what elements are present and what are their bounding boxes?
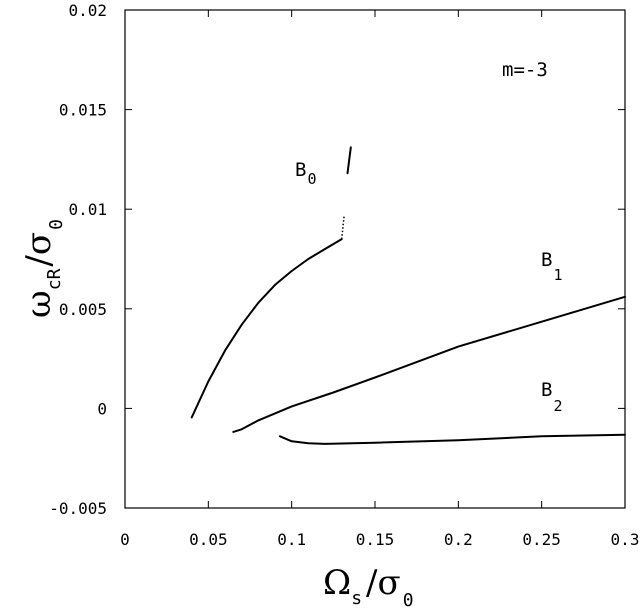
series-layer (190, 146, 626, 445)
y-tick-label: 0 (97, 399, 107, 418)
x-tick-label: 0.25 (522, 530, 561, 549)
series-b0-segment (346, 146, 352, 175)
x-tick-label: 0.2 (444, 530, 473, 549)
y-tick-label: 0.015 (59, 101, 107, 120)
annotation-m: m=-3 (502, 59, 548, 81)
x-tick-label: 0.15 (356, 530, 395, 549)
series-b0-line (190, 238, 343, 419)
label-b2: B2 (541, 379, 562, 415)
series-b1-line (232, 295, 626, 433)
x-tick-label: 0.3 (611, 530, 640, 549)
x-tick-label: 0.1 (277, 530, 306, 549)
y-tick-label: -0.005 (49, 499, 107, 518)
svg-text:ωcR/σ0: ωcR/σ0 (19, 219, 67, 318)
y-tick-label: 0.01 (68, 200, 107, 219)
x-tick-label: 0 (120, 530, 130, 549)
label-b1: B1 (541, 249, 562, 284)
y-tick-label: 0.005 (59, 300, 107, 319)
x-tick-label: 0.05 (189, 530, 228, 549)
y-axis-label: ωcR/σ0 (19, 219, 67, 318)
x-axis-label: Ωs/σ 0 (323, 563, 414, 610)
series-b0-dotted (340, 215, 345, 240)
axis-ticks: 0 0.05 0.1 0.15 0.2 0.25 0.3 -0.005 0 0.005 0.01 0.… (49, 1, 639, 549)
label-b0: B0 (295, 159, 316, 188)
series-b2-line (279, 433, 626, 445)
y-tick-label: 0.02 (68, 1, 107, 20)
